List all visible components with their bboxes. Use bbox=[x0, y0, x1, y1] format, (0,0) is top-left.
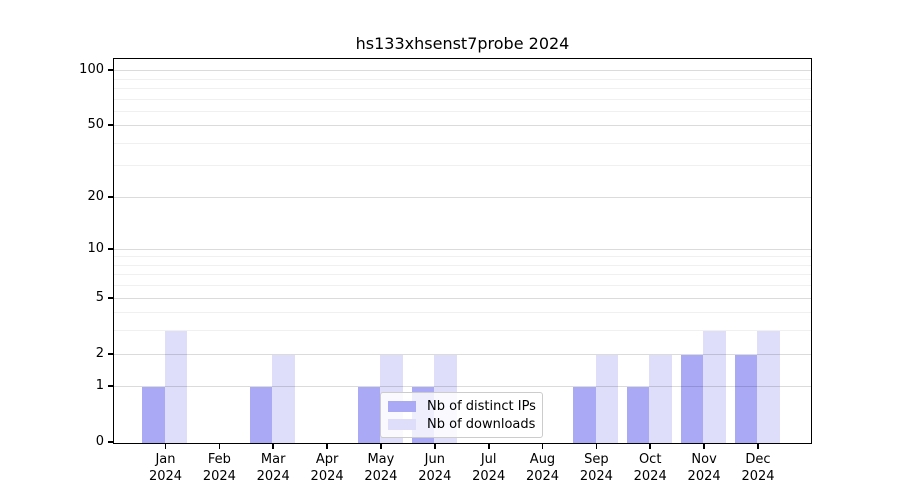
y-tick-label-10: 10 bbox=[87, 241, 104, 256]
legend-label-distinct-ips: Nb of distinct IPs bbox=[427, 398, 536, 414]
bar-nb-of-distinct-ips-jan-2024 bbox=[142, 387, 165, 443]
x-tick-label-line: Feb bbox=[207, 452, 231, 467]
bar-nb-of-distinct-ips-dec-2024 bbox=[734, 354, 758, 443]
legend-label-downloads: Nb of downloads bbox=[427, 416, 536, 432]
x-tick-label-sep-2024: Sep 2024 bbox=[580, 452, 613, 485]
bar-nb-of-downloads-mar-2024 bbox=[272, 354, 295, 443]
bar-nb-of-distinct-ips-sep-2024 bbox=[573, 387, 596, 443]
y-tick-label-100: 100 bbox=[79, 62, 104, 78]
bar-nb-of-downloads-oct-2024 bbox=[649, 354, 672, 443]
chart-title: hs133xhsenst7probe 2024 bbox=[355, 34, 570, 53]
x-tick-label-mar-2024: Mar 2024 bbox=[257, 452, 290, 485]
y-tick-mark-100 bbox=[108, 69, 113, 72]
y-tick-label-1: 1 bbox=[95, 378, 104, 394]
x-tick-label-line: 2024 bbox=[579, 468, 613, 484]
x-tick-label-line: Jun bbox=[424, 452, 445, 467]
x-tick-label-line: 2024 bbox=[256, 468, 290, 484]
x-tick-label-line: 2024 bbox=[741, 468, 775, 484]
x-tick-label-line: May bbox=[367, 452, 395, 467]
y-tick-mark-0 bbox=[108, 441, 113, 444]
x-tick-label-line: 2024 bbox=[418, 468, 452, 484]
legend-item-distinct-ips: Nb of distinct IPs bbox=[388, 397, 536, 415]
y-tick-label-0: 0 bbox=[95, 434, 104, 450]
bar-nb-of-distinct-ips-may-2024 bbox=[357, 387, 381, 443]
x-tick-label-may-2024: May 2024 bbox=[364, 452, 397, 485]
plot-area bbox=[113, 58, 812, 444]
x-tick-mark-jul-2024 bbox=[487, 444, 490, 449]
x-tick-label-aug-2024: Aug 2024 bbox=[526, 452, 559, 485]
x-tick-label-line: 2024 bbox=[472, 468, 506, 484]
y-tick-mark-1 bbox=[108, 385, 113, 388]
x-tick-mark-jun-2024 bbox=[433, 444, 436, 449]
x-tick-label-line: 2024 bbox=[687, 468, 721, 484]
x-tick-label-line: 2024 bbox=[310, 468, 344, 484]
x-tick-label-line: Apr bbox=[315, 452, 339, 467]
y-tick-mark-5 bbox=[108, 296, 113, 299]
x-tick-label-line: 2024 bbox=[148, 468, 183, 484]
legend-swatch-downloads bbox=[388, 418, 416, 430]
x-tick-label-line: 2024 bbox=[525, 468, 560, 484]
y-tick-label-20: 20 bbox=[87, 188, 104, 204]
x-tick-mark-aug-2024 bbox=[541, 444, 544, 449]
bar-nb-of-downloads-nov-2024 bbox=[703, 331, 726, 443]
x-tick-mark-apr-2024 bbox=[326, 444, 328, 449]
x-tick-label-line: Sep bbox=[584, 452, 609, 467]
bar-nb-of-downloads-sep-2024 bbox=[595, 354, 619, 443]
y-tick-mark-2 bbox=[108, 352, 113, 355]
x-tick-label-line: Nov bbox=[691, 452, 717, 467]
x-tick-label-dec-2024: Dec 2024 bbox=[741, 452, 774, 485]
bar-nb-of-downloads-jan-2024 bbox=[164, 331, 188, 443]
x-tick-label-line: 2024 bbox=[633, 468, 667, 484]
x-tick-mark-oct-2024 bbox=[649, 444, 652, 449]
x-tick-label-line: Mar bbox=[260, 452, 286, 467]
x-tick-label-feb-2024: Feb 2024 bbox=[203, 452, 236, 485]
bars-layer bbox=[114, 59, 811, 443]
y-tick-label-2: 2 bbox=[95, 345, 104, 361]
x-tick-label-line: Aug bbox=[529, 452, 556, 467]
x-tick-label-line: 2024 bbox=[364, 468, 398, 484]
x-tick-label-jul-2024: Jul 2024 bbox=[472, 452, 505, 485]
x-tick-label-line: Dec bbox=[745, 452, 771, 467]
x-tick-label-jan-2024: Jan 2024 bbox=[149, 452, 182, 485]
x-tick-label-line: Jul bbox=[480, 452, 497, 467]
x-tick-mark-sep-2024 bbox=[595, 444, 598, 449]
x-tick-label-line: Oct bbox=[638, 452, 662, 467]
x-tick-mark-mar-2024 bbox=[272, 444, 275, 449]
legend-swatch-distinct-ips bbox=[388, 400, 416, 412]
legend-item-downloads: Nb of downloads bbox=[388, 415, 536, 433]
bar-nb-of-downloads-dec-2024 bbox=[757, 331, 780, 443]
x-tick-label-oct-2024: Oct 2024 bbox=[634, 452, 667, 485]
x-tick-label-line: Jan bbox=[155, 452, 176, 467]
x-tick-mark-may-2024 bbox=[380, 444, 382, 449]
x-tick-mark-feb-2024 bbox=[218, 444, 221, 449]
x-tick-mark-nov-2024 bbox=[703, 444, 705, 449]
bar-nb-of-distinct-ips-oct-2024 bbox=[626, 387, 650, 443]
legend: Nb of distinct IPs Nb of downloads bbox=[380, 392, 543, 438]
x-tick-label-jun-2024: Jun 2024 bbox=[418, 452, 451, 485]
x-tick-label-nov-2024: Nov 2024 bbox=[688, 452, 721, 485]
bar-nb-of-distinct-ips-mar-2024 bbox=[249, 387, 273, 443]
x-tick-label-apr-2024: Apr 2024 bbox=[311, 452, 344, 485]
bar-nb-of-distinct-ips-nov-2024 bbox=[680, 354, 704, 443]
y-tick-label-50: 50 bbox=[87, 117, 104, 133]
x-tick-mark-dec-2024 bbox=[757, 444, 759, 449]
x-tick-mark-jan-2024 bbox=[164, 444, 167, 449]
y-tick-mark-10 bbox=[108, 248, 113, 250]
y-tick-label-5: 5 bbox=[95, 289, 104, 305]
x-tick-label-line: 2024 bbox=[202, 468, 236, 484]
y-tick-mark-20 bbox=[108, 195, 113, 198]
y-tick-mark-50 bbox=[108, 124, 113, 127]
